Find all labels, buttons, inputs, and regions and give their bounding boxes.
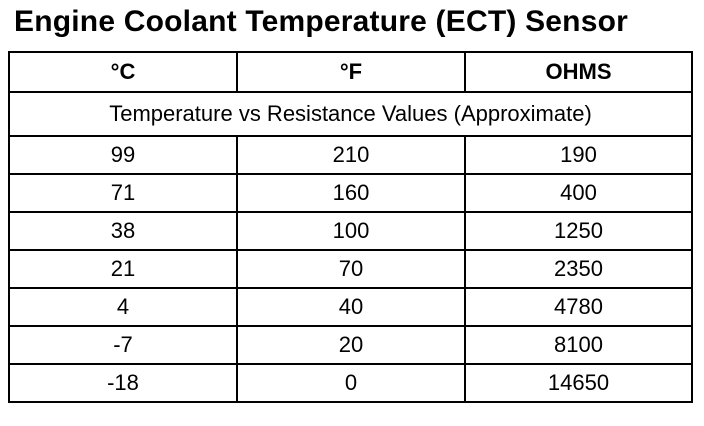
page-title: Engine Coolant Temperature (ECT) Sensor <box>14 5 628 38</box>
table-subtitle: Temperature vs Resistance Values (Approx… <box>8 91 693 137</box>
column-header-celsius: °C <box>8 51 238 93</box>
celsius-cell: 71 <box>8 173 238 213</box>
fahrenheit-cell: 20 <box>236 325 466 365</box>
fahrenheit-cell: 210 <box>236 135 466 175</box>
table-row: -18 0 14650 <box>8 363 693 403</box>
subtitle-row: Temperature vs Resistance Values (Approx… <box>8 91 693 137</box>
ohms-cell: 2350 <box>464 249 693 289</box>
ohms-cell: 14650 <box>464 363 693 403</box>
table-row: 4 40 4780 <box>8 287 693 327</box>
header-row: °C °F OHMS <box>8 51 693 93</box>
ohms-cell: 400 <box>464 173 693 213</box>
table-row: 71 160 400 <box>8 173 693 213</box>
ect-resistance-table: °C °F OHMS Temperature vs Resistance Val… <box>8 51 693 403</box>
table-row: 99 210 190 <box>8 135 693 175</box>
fahrenheit-cell: 0 <box>236 363 466 403</box>
celsius-cell: 38 <box>8 211 238 251</box>
table-row: 21 70 2350 <box>8 249 693 289</box>
celsius-cell: 4 <box>8 287 238 327</box>
table-row: -7 20 8100 <box>8 325 693 365</box>
celsius-cell: -7 <box>8 325 238 365</box>
fahrenheit-cell: 160 <box>236 173 466 213</box>
ohms-cell: 8100 <box>464 325 693 365</box>
celsius-cell: 21 <box>8 249 238 289</box>
fahrenheit-cell: 100 <box>236 211 466 251</box>
column-header-fahrenheit: °F <box>236 51 466 93</box>
ohms-cell: 190 <box>464 135 693 175</box>
column-header-ohms: OHMS <box>464 51 693 93</box>
fahrenheit-cell: 70 <box>236 249 466 289</box>
ohms-cell: 4780 <box>464 287 693 327</box>
celsius-cell: -18 <box>8 363 238 403</box>
fahrenheit-cell: 40 <box>236 287 466 327</box>
table-row: 38 100 1250 <box>8 211 693 251</box>
ohms-cell: 1250 <box>464 211 693 251</box>
celsius-cell: 99 <box>8 135 238 175</box>
